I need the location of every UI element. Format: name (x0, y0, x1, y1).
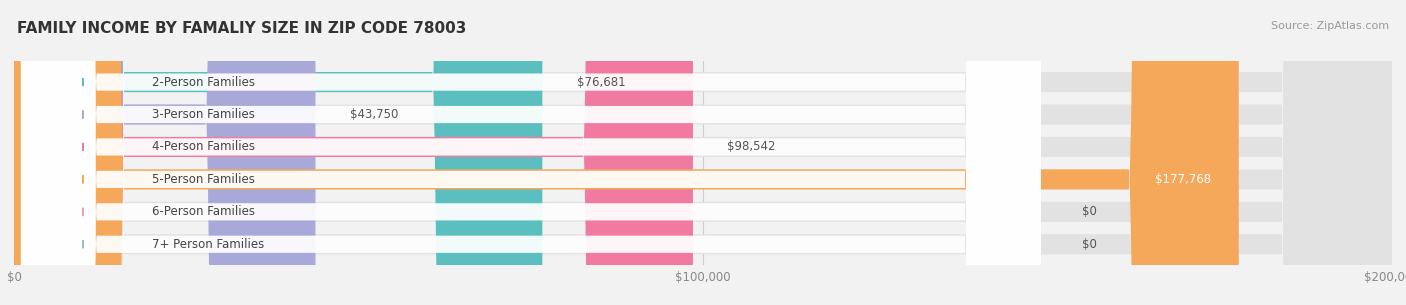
FancyBboxPatch shape (21, 0, 1040, 305)
Text: 6-Person Families: 6-Person Families (152, 205, 254, 218)
Text: Source: ZipAtlas.com: Source: ZipAtlas.com (1271, 21, 1389, 31)
Text: 4-Person Families: 4-Person Families (152, 141, 254, 153)
FancyBboxPatch shape (14, 0, 1239, 305)
FancyBboxPatch shape (14, 0, 1392, 305)
FancyBboxPatch shape (21, 0, 1040, 305)
FancyBboxPatch shape (14, 0, 693, 305)
Text: 3-Person Families: 3-Person Families (152, 108, 254, 121)
Text: $98,542: $98,542 (727, 141, 776, 153)
FancyBboxPatch shape (14, 0, 1392, 305)
FancyBboxPatch shape (21, 0, 1040, 305)
FancyBboxPatch shape (21, 0, 1040, 305)
FancyBboxPatch shape (14, 0, 1392, 305)
FancyBboxPatch shape (14, 0, 315, 305)
FancyBboxPatch shape (21, 0, 1040, 305)
Text: $43,750: $43,750 (350, 108, 398, 121)
Text: $0: $0 (1083, 205, 1097, 218)
FancyBboxPatch shape (14, 0, 1392, 305)
Text: $0: $0 (1083, 238, 1097, 251)
Text: $76,681: $76,681 (576, 76, 626, 88)
FancyBboxPatch shape (14, 0, 543, 305)
Text: FAMILY INCOME BY FAMALIY SIZE IN ZIP CODE 78003: FAMILY INCOME BY FAMALIY SIZE IN ZIP COD… (17, 21, 467, 36)
Text: $177,768: $177,768 (1156, 173, 1211, 186)
Text: 2-Person Families: 2-Person Families (152, 76, 254, 88)
Text: 5-Person Families: 5-Person Families (152, 173, 254, 186)
FancyBboxPatch shape (14, 0, 1392, 305)
FancyBboxPatch shape (14, 0, 1392, 305)
FancyBboxPatch shape (21, 0, 1040, 305)
Text: 7+ Person Families: 7+ Person Families (152, 238, 264, 251)
